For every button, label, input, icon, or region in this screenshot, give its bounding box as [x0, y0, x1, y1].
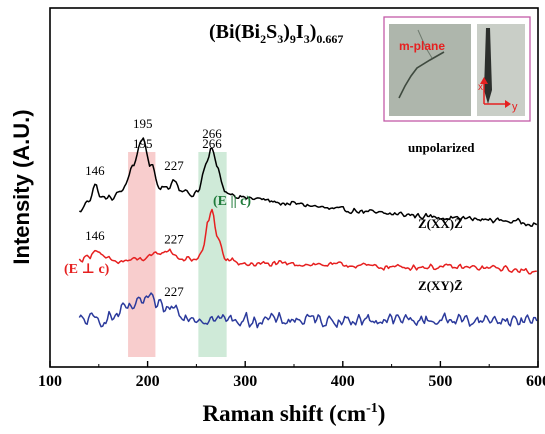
peak-label: 146: [85, 163, 105, 178]
x-tick-label: 100: [38, 373, 62, 390]
x-tick-label: 300: [233, 373, 257, 390]
x-tick-label: 600: [526, 373, 545, 390]
annotation-perp: (E ⊥ c): [64, 262, 110, 277]
inset-panel: m-plane x y: [383, 16, 531, 122]
peak-label: 195: [133, 116, 153, 131]
inset-axis-y-arrow: [505, 100, 511, 108]
inset-photo-mplane: [389, 24, 471, 116]
inset-crystal-edge-2: [417, 29, 433, 59]
spectrum-line-0: [79, 137, 538, 227]
inset-plane-label: m-plane: [399, 39, 445, 53]
peak-label: 227: [164, 232, 184, 247]
shaded-bands: [128, 152, 227, 357]
label-zxx: Z(XX)Z̄: [418, 216, 463, 231]
inset-axis-x-arrow: [480, 77, 488, 84]
chart-title: (Bi(Bi2S3)9I3)0.667: [209, 21, 343, 46]
x-axis-ticks: 100 200 300 400 500 600: [38, 361, 545, 390]
svg-text:Intensity (A.U.): Intensity (A.U.): [9, 109, 34, 264]
x-tick-label: 200: [136, 373, 160, 390]
inset-axis-y-label: y: [512, 101, 518, 113]
annotation-parallel: (E || c): [213, 194, 251, 209]
peak-label: 266: [202, 126, 222, 141]
x-tick-label: 500: [428, 373, 452, 390]
inset-axis-x-label: x: [478, 82, 483, 93]
label-zxy: Z(XY)Z̄: [418, 278, 463, 293]
inset-needle-crystal: [484, 28, 492, 104]
label-unpolarized: unpolarized: [408, 140, 475, 155]
peak-label: 227: [164, 284, 184, 299]
band-peak-label: 266: [202, 136, 222, 151]
inset-crystal-edge: [398, 51, 445, 99]
x-axis-label: Raman shift (cm-1): [203, 401, 386, 426]
x-tick-label: 400: [331, 373, 355, 390]
peak-label: 146: [85, 228, 105, 243]
band-peak-label: 195: [133, 136, 153, 151]
y-axis-label: Intensity (A.U.): [9, 109, 34, 264]
peak-label: 227: [164, 158, 184, 173]
spectrum-line-2: [78, 292, 538, 329]
peak-labels: 146 195 227 266 146 227 227 195 266: [85, 116, 222, 299]
spectrum-line-1: [78, 208, 537, 275]
spectra-lines: [78, 137, 538, 329]
